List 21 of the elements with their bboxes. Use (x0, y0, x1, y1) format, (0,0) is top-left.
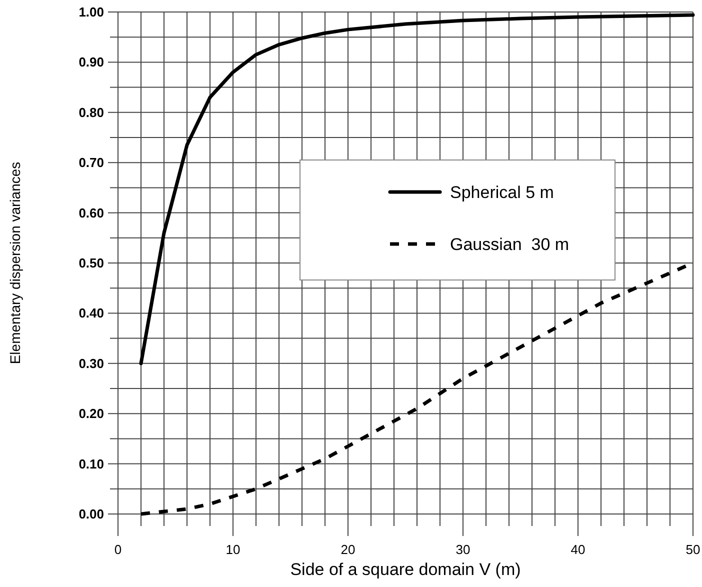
y-tick-label: 0.60 (78, 205, 104, 220)
x-tick-label: 50 (686, 542, 700, 557)
y-tick-label: 0.20 (78, 406, 104, 422)
legend-label: Gaussian 30 m (450, 235, 570, 254)
y-tick-label: 0.00 (78, 506, 104, 522)
y-tick-label: 0.90 (78, 54, 104, 70)
y-tick-label: 0.40 (78, 306, 104, 321)
x-tick-label: 0 (114, 542, 122, 557)
x-tick-label: 20 (340, 542, 356, 557)
x-tick-label: 40 (570, 542, 586, 557)
y-tick-label: 0.80 (78, 104, 104, 120)
y-tick-label: 1.00 (78, 4, 104, 20)
y-tick-label: 0.70 (78, 155, 104, 170)
y-tick-label: 0.10 (78, 456, 104, 472)
x-tick-label: 10 (226, 542, 240, 557)
x-axis-title: Side of a square domain V (m) (290, 560, 521, 579)
y-tick-label: 0.50 (78, 256, 104, 270)
legend-label: Spherical 5 m (450, 183, 554, 202)
y-axis-title: Elementary dispersion variances (7, 162, 23, 364)
x-tick-label: 30 (456, 542, 470, 557)
y-tick-label: 0.30 (78, 356, 104, 371)
